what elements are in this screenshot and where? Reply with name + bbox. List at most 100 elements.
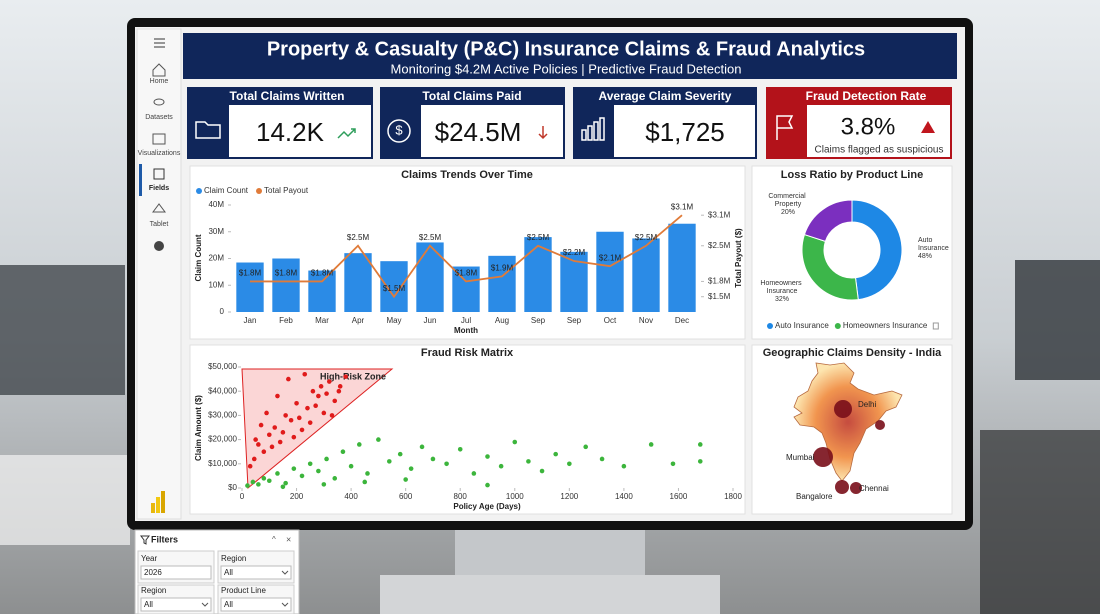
slice-label: Auto Insurance	[918, 237, 949, 252]
scatter-point	[397, 451, 403, 457]
map-title: Geographic Claims Density - India	[763, 347, 942, 359]
nav-label[interactable]: Visualizations	[138, 150, 181, 157]
filter-value[interactable]: All	[144, 600, 153, 609]
x-tick-label: 1400	[615, 492, 633, 501]
y2-axis-title: Total Payout ($)	[734, 228, 743, 288]
filter-value[interactable]: All	[224, 568, 233, 577]
scatter-point	[697, 459, 703, 464]
filter-value[interactable]: 2026	[144, 568, 162, 577]
scatter-point	[318, 384, 324, 389]
filter-inputs[interactable]	[140, 565, 292, 612]
menu-icon[interactable]	[154, 38, 165, 48]
scatter-point	[457, 446, 463, 452]
fields-icon[interactable]	[153, 168, 165, 180]
y2-tick-label: $2.5M	[708, 241, 731, 250]
scatter-point	[286, 376, 291, 382]
bar	[416, 242, 444, 312]
slice-value-label: 32%	[775, 296, 789, 303]
data-label: $2.2M	[563, 248, 586, 257]
scatter-point	[321, 482, 327, 487]
x-tick-label: Mar	[315, 316, 329, 325]
x-tick-label: Sep	[567, 316, 582, 325]
home-icon[interactable]	[152, 63, 166, 77]
scatter-point	[275, 471, 280, 476]
scatter-point	[310, 388, 316, 394]
bg-chair	[980, 430, 1100, 614]
scatter-point	[621, 463, 627, 469]
scatter-point	[245, 483, 250, 488]
bar	[308, 270, 336, 312]
scatter-point	[280, 430, 286, 435]
kpi-title: Fraud Detection Rate	[806, 89, 927, 103]
scatter-point	[256, 442, 261, 447]
scatter-point	[485, 454, 490, 459]
nav-label[interactable]: Home	[150, 78, 169, 85]
scatter-point	[277, 439, 283, 445]
legend-label: Auto Insurance	[775, 321, 829, 330]
scatter-point	[648, 442, 654, 447]
scatter-point	[498, 463, 504, 469]
bar	[488, 255, 516, 312]
scatter-point	[316, 468, 321, 474]
scatter-point	[251, 456, 257, 462]
x-tick-label: Jan	[244, 316, 257, 325]
scatter-point	[526, 459, 531, 464]
slice-label: Homeowners Insurance	[760, 280, 803, 295]
y-tick-label: 20M	[208, 254, 224, 263]
bar	[380, 261, 408, 312]
city-label: Chennai	[859, 484, 889, 493]
filter-value[interactable]: All	[224, 600, 233, 609]
datasets-icon[interactable]	[153, 98, 165, 106]
panel	[751, 165, 953, 340]
y-tick-label: $30,000	[208, 411, 237, 420]
info-icon[interactable]	[154, 241, 164, 251]
scatter-point	[539, 468, 545, 474]
y-tick-label: $50,000	[208, 362, 237, 371]
x-tick-label: Apr	[352, 316, 365, 325]
collapse-button[interactable]: ^	[272, 535, 276, 544]
kpi-title: Average Claim Severity	[599, 89, 732, 103]
nav-label[interactable]: Tablet	[150, 221, 169, 228]
scatter-point	[583, 444, 588, 450]
scatter-point	[670, 461, 676, 467]
legend-swatch	[256, 188, 263, 194]
close-button[interactable]: ×	[286, 534, 291, 544]
scatter-point	[258, 422, 264, 428]
scatter-point	[283, 413, 288, 418]
scatter-point	[332, 398, 338, 404]
kpi-card	[573, 87, 757, 159]
filter-label: Year	[141, 554, 158, 563]
scatter-point	[313, 403, 318, 409]
kpi-value: 14.2K	[256, 117, 325, 147]
kpi-card	[766, 87, 952, 159]
visualizations-icon[interactable]	[152, 133, 166, 145]
tablet-icon[interactable]	[152, 203, 166, 213]
monitor-base	[380, 575, 720, 614]
scatter-point	[387, 459, 392, 464]
x-tick-label: 600	[399, 492, 413, 501]
scatter-point	[288, 417, 294, 423]
donut-slice	[801, 233, 859, 301]
scatter-point	[299, 473, 305, 479]
y-tick-label: $20,000	[208, 435, 237, 444]
scatter-point	[296, 415, 302, 421]
city-label: Bangalore	[796, 492, 833, 501]
x-tick-label: 1000	[506, 492, 524, 501]
nav-active	[139, 164, 142, 196]
y-tick-label: $0	[228, 483, 237, 492]
filters-title: Filters	[151, 534, 178, 544]
scatter-point	[512, 439, 518, 445]
scatter-point	[403, 477, 408, 482]
scatter-point	[362, 479, 368, 485]
nav-label[interactable]: Fields	[149, 185, 169, 192]
scatter-point	[302, 371, 308, 377]
nav-label[interactable]: Datasets	[145, 114, 173, 121]
scatter-point	[269, 444, 275, 450]
kpi-note: Claims flagged as suspicious	[815, 145, 944, 156]
x-tick-label: 800	[454, 492, 468, 501]
scatter-point	[599, 456, 605, 462]
data-label: $1.8M	[311, 269, 334, 278]
scatter-point	[326, 379, 332, 384]
bar	[524, 237, 552, 312]
y-axis-title: Claim Amount ($)	[194, 395, 203, 461]
